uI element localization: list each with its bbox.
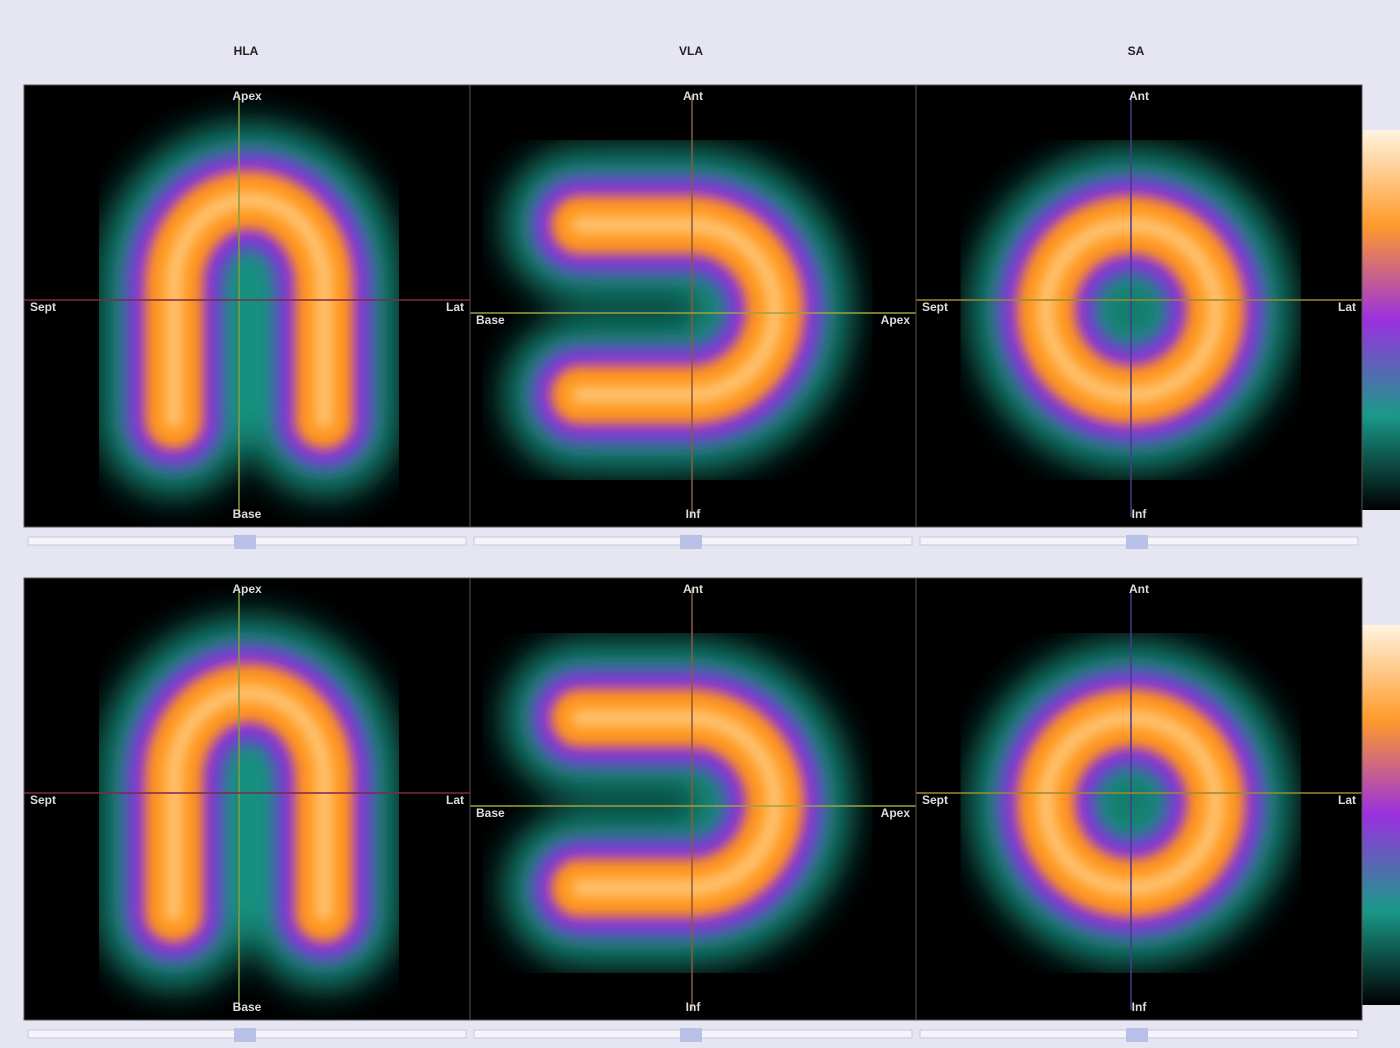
column-header: VLA <box>679 44 703 58</box>
orientation-label: Inf <box>1132 1000 1148 1014</box>
slider-handle[interactable] <box>680 535 702 549</box>
column-header: SA <box>1128 44 1145 58</box>
uptake-layer <box>571 216 784 404</box>
orientation-label: Lat <box>1338 793 1356 807</box>
color-bar <box>1362 130 1400 510</box>
orientation-label: Base <box>233 1000 262 1014</box>
orientation-label: Base <box>476 313 505 327</box>
image-panel: Ant Base Apex Inf <box>469 84 917 528</box>
orientation-label: Inf <box>686 1000 702 1014</box>
slider-handle[interactable] <box>234 535 256 549</box>
slider-handle[interactable] <box>1126 1028 1148 1042</box>
panel-border <box>915 84 1363 528</box>
slider-handle[interactable] <box>234 1028 256 1042</box>
orientation-label: Apex <box>232 582 262 596</box>
orientation-label: Ant <box>1129 582 1149 596</box>
orientation-label: Inf <box>686 507 702 521</box>
color-bar <box>1362 625 1400 1005</box>
orientation-label: Lat <box>446 793 464 807</box>
orientation-label: Inf <box>1132 507 1148 521</box>
orientation-label: Sept <box>30 793 56 807</box>
orientation-label: Sept <box>30 300 56 314</box>
orientation-label: Apex <box>232 89 262 103</box>
orientation-label: Base <box>233 507 262 521</box>
panel-border <box>915 577 1363 1021</box>
slider-handle[interactable] <box>680 1028 702 1042</box>
orientation-label: Ant <box>683 89 703 103</box>
image-panel: Ant Sept Lat Inf <box>915 84 1363 528</box>
image-panel: Apex Sept Lat Base <box>23 84 471 528</box>
image-panel: Ant Base Apex Inf <box>469 577 917 1021</box>
uptake-layer <box>1037 216 1225 404</box>
uptake-layer <box>165 191 333 429</box>
image-panel: Apex Sept Lat Base <box>23 577 471 1021</box>
column-header: HLA <box>234 44 259 58</box>
slider-handle[interactable] <box>1126 535 1148 549</box>
orientation-label: Base <box>476 806 505 820</box>
orientation-label: Apex <box>881 313 911 327</box>
orientation-label: Apex <box>881 806 911 820</box>
orientation-label: Ant <box>683 582 703 596</box>
orientation-label: Lat <box>446 300 464 314</box>
image-panel: Ant Sept Lat Inf <box>915 577 1363 1021</box>
orientation-label: Sept <box>922 300 948 314</box>
uptake-layer <box>571 709 784 897</box>
uptake-layer <box>1037 709 1225 897</box>
orientation-label: Lat <box>1338 300 1356 314</box>
orientation-label: Ant <box>1129 89 1149 103</box>
orientation-label: Sept <box>922 793 948 807</box>
uptake-layer <box>165 684 333 922</box>
